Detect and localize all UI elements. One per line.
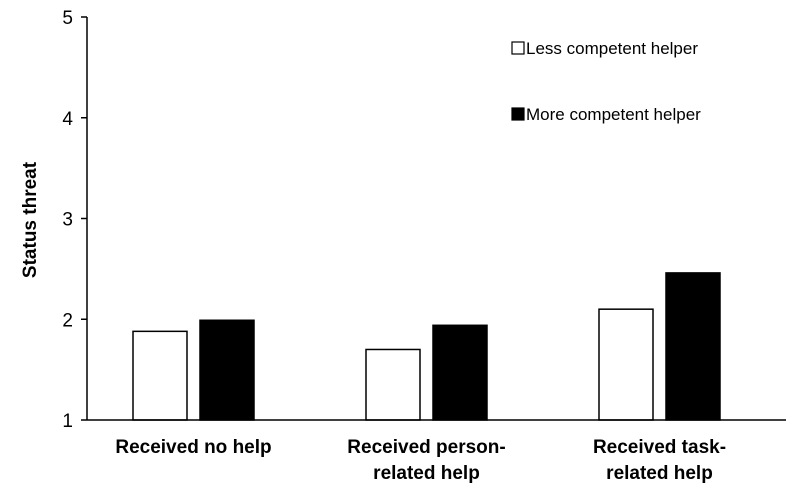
bars (132, 272, 721, 421)
x-category-label: Received no help (115, 437, 271, 458)
y-tick-label: 2 (62, 310, 73, 331)
legend-label: Less competent helper (526, 39, 698, 58)
bar-less-competent (132, 330, 188, 421)
legend-swatch (511, 107, 525, 121)
x-axis: Received no help Received person-related … (87, 419, 786, 484)
legend: Less competent helper More competent help… (511, 39, 701, 124)
y-axis: 1 2 3 4 5 (62, 8, 88, 432)
x-category-label: Received task-related help (593, 437, 726, 484)
y-tick-label: 5 (62, 8, 73, 29)
x-category-label: Received person-related help (347, 437, 505, 484)
legend-label: More competent helper (526, 105, 701, 124)
bar-less-competent (365, 348, 421, 421)
y-tick-label: 3 (62, 210, 73, 231)
bar-more-competent (665, 272, 721, 421)
y-axis-label: Status threat (20, 161, 41, 278)
bar-more-competent (199, 319, 255, 421)
bar-more-competent (432, 324, 488, 421)
bar-less-competent (598, 308, 654, 421)
y-tick-label: 4 (62, 109, 73, 130)
y-tick-label: 1 (62, 411, 73, 432)
legend-swatch (511, 41, 525, 55)
